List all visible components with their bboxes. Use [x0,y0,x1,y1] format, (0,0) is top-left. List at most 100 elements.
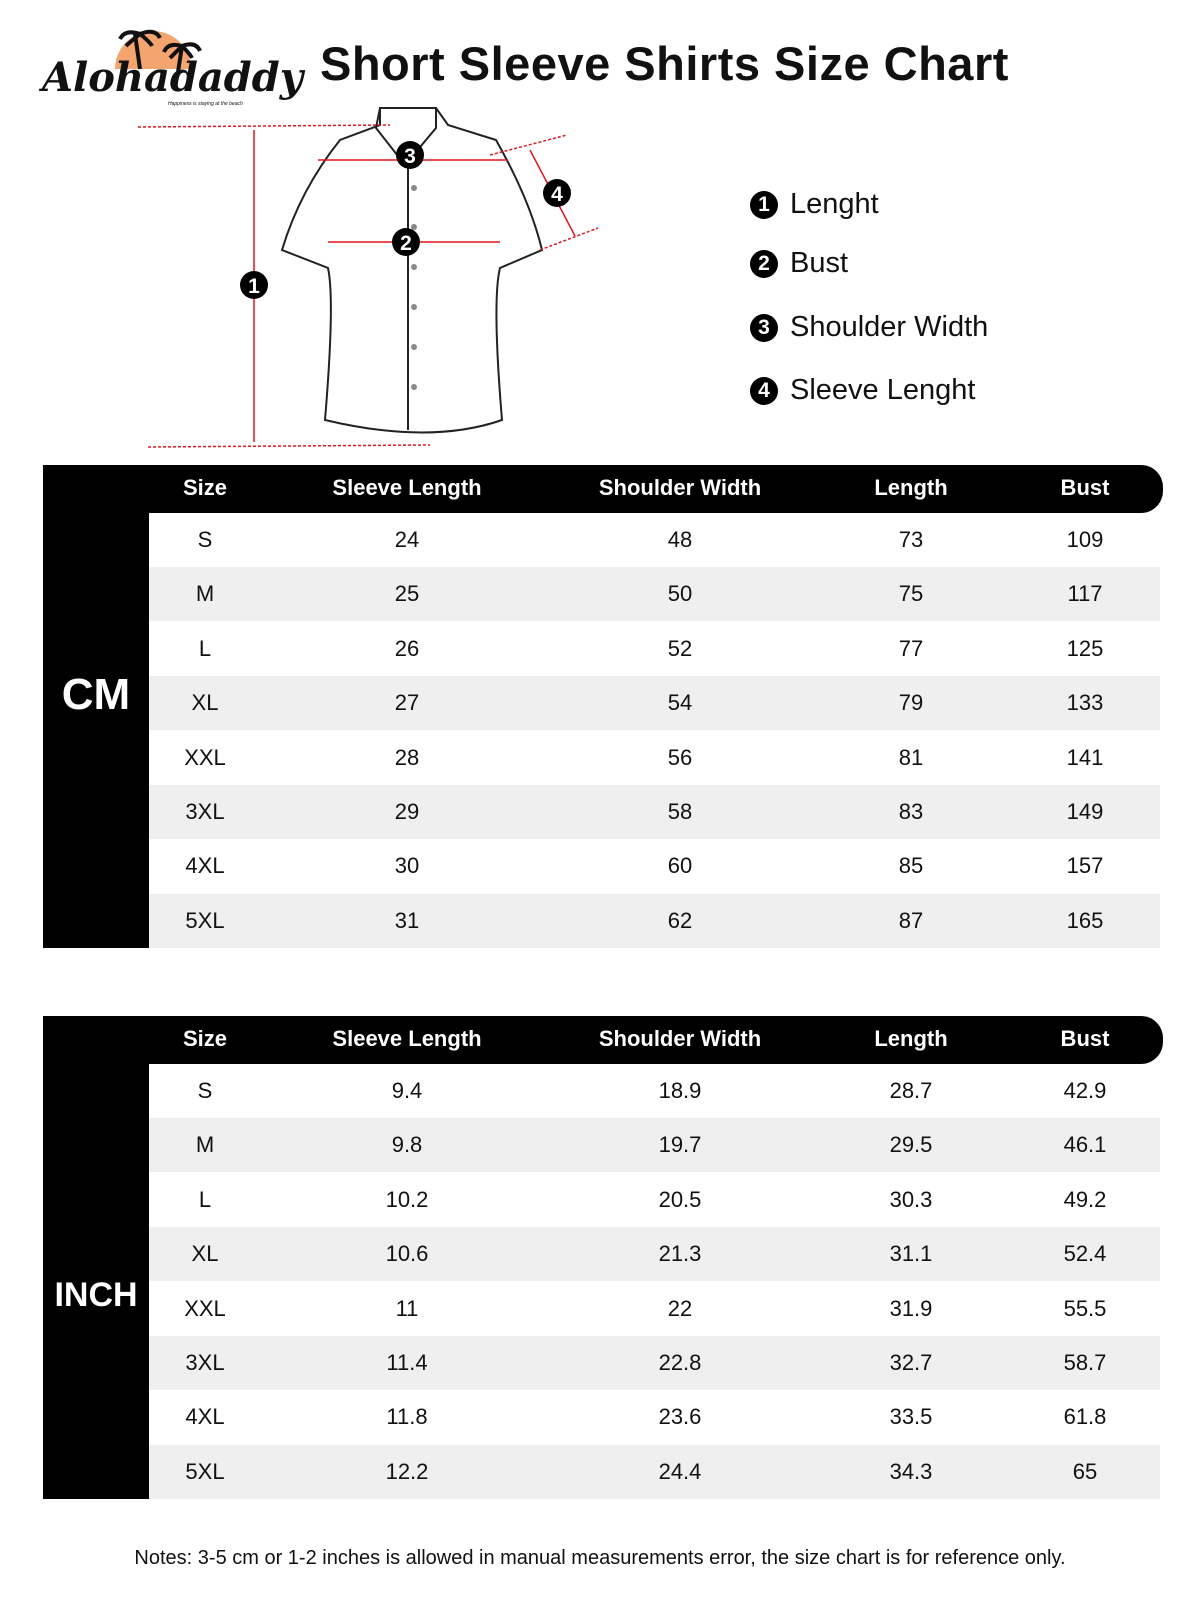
number-badge: 2 [750,249,778,278]
cell-sleeve-length: 10.6 [385,1241,429,1267]
cell-shoulder-width: 62 [667,907,693,933]
notes: Notes: 3-5 cm or 1-2 inches is allowed i… [134,1547,1066,1569]
cell-bust: 52.4 [1063,1241,1107,1267]
header-size: Size [182,475,228,500]
cell-bust: 65 [1072,1458,1098,1484]
cell-bust: 149 [1066,799,1104,824]
cell-size: L [198,1186,212,1212]
table-header [43,1016,1163,1064]
cell-sleeve-length: 28 [394,744,420,770]
legend-label: Bust [790,247,849,279]
cell-size: 5XL [185,1458,225,1484]
table-row: L 26 52 77 125 [149,622,1160,676]
cell-shoulder-width: 20.5 [658,1186,702,1212]
cell-length: 81 [898,744,924,770]
number-badge: 1 [750,190,778,219]
size-table-inch: INCH Size Sleeve Length Shoulder Width Lengt… [43,1016,1163,1499]
cell-sleeve-length: 24 [394,527,420,552]
cell-size: 5XL [185,907,225,933]
unit-column [43,465,149,948]
header-sleeve-length: Sleeve Length [332,475,482,500]
cell-bust: 61.8 [1063,1404,1107,1430]
cell-sleeve-length: 27 [394,690,420,716]
header-size: Size [182,1026,228,1051]
number-badge: 3 [750,313,778,342]
cell-sleeve-length: 12.2 [385,1458,429,1484]
cell-shoulder-width: 21.3 [658,1241,702,1267]
cell-bust: 125 [1066,635,1104,661]
cell-shoulder-width: 50 [667,581,693,607]
table-row: S 24 48 73 109 [149,513,1160,567]
header-shoulder-width: Shoulder Width [598,475,762,500]
table-row: 3XL 29 58 83 149 [149,785,1160,839]
cell-sleeve-length: 25 [394,581,420,607]
cell-bust: 46.1 [1063,1132,1107,1158]
table-row: M 25 50 75 117 [149,567,1160,622]
cell-shoulder-width: 18.9 [658,1078,702,1103]
brand-tagline: Happiness is staying at the beach [168,101,243,107]
table-header [43,465,1163,513]
legend-label: Sleeve Lenght [790,374,976,406]
legend-item-length: 1 Lenght [750,188,879,221]
unit-column [43,1016,149,1499]
number-badge: 4 [750,376,778,405]
table-row: 4XL 30 60 85 157 [149,839,1160,893]
legend-label: Shoulder Width [790,311,989,343]
cell-sleeve-length: 30 [394,853,420,879]
cell-shoulder-width: 23.6 [658,1404,702,1430]
table-row: XXL 11 22 31.9 55.5 [149,1282,1160,1336]
header-length: Length [874,1026,948,1051]
cell-shoulder-width: 52 [667,635,693,661]
cell-length: 85 [898,853,924,879]
cell-length: 83 [898,799,924,824]
table-row: L 10.2 20.5 30.3 49.2 [149,1173,1160,1227]
cell-sleeve-length: 31 [394,907,420,933]
header-shoulder-width: Shoulder Width [598,1026,762,1051]
legend-item-shoulder: 3 Shoulder Width [750,311,988,344]
cell-bust: 133 [1066,690,1104,716]
unit-label: INCH [54,1276,138,1314]
shirt-diagram: 1 2 3 4 [137,107,599,448]
table-row: 5XL 31 62 87 165 [149,893,1160,948]
cell-size: XL [191,690,219,716]
cell-sleeve-length: 11 [395,1295,419,1321]
cell-length: 28.7 [889,1078,933,1103]
cell-shoulder-width: 24.4 [658,1458,702,1484]
cell-sleeve-length: 29 [394,799,420,824]
table-row: XL 10.6 21.3 31.1 52.4 [149,1227,1160,1282]
cell-length: 29.5 [889,1132,933,1158]
cell-size: S [197,527,213,552]
table-row: S 9.4 18.9 28.7 42.9 [149,1064,1160,1118]
cell-sleeve-length: 11.8 [386,1404,428,1430]
cell-sleeve-length: 9.4 [391,1078,423,1103]
marker-3: 3 [404,145,416,168]
cell-size: S [197,1078,213,1103]
cell-bust: 117 [1067,581,1103,607]
cell-bust: 49.2 [1063,1186,1107,1212]
brand-name: Alohadaddy [42,54,303,101]
page-title: Short Sleeve Shirts Size Chart [320,37,1009,90]
cell-sleeve-length: 10.2 [385,1186,429,1212]
cell-length: 87 [898,907,924,933]
unit-label: CM [61,670,131,719]
cell-length: 73 [898,527,924,552]
cell-length: 30.3 [889,1186,933,1212]
cell-length: 79 [898,690,924,716]
marker-4: 4 [551,183,563,206]
cell-size: XL [191,1241,219,1267]
table-row: XXL 28 56 81 141 [149,731,1160,785]
cell-size: M [195,581,215,607]
brand-logo: Alohadaddy Happiness is staying at the b… [40,14,303,114]
cell-length: 75 [898,581,924,607]
cell-length: 31.1 [889,1241,933,1267]
cell-shoulder-width: 22 [667,1295,693,1321]
cell-bust: 42.9 [1063,1078,1107,1103]
header-sleeve-length: Sleeve Length [332,1026,482,1051]
cell-size: XXL [184,1295,226,1321]
table-row: M 9.8 19.7 29.5 46.1 [149,1118,1160,1173]
header-bust: Bust [1060,1026,1110,1051]
marker-2: 2 [400,232,412,255]
cell-shoulder-width: 19.7 [658,1132,702,1158]
cell-bust: 141 [1066,744,1104,770]
cell-shoulder-width: 60 [667,853,693,879]
